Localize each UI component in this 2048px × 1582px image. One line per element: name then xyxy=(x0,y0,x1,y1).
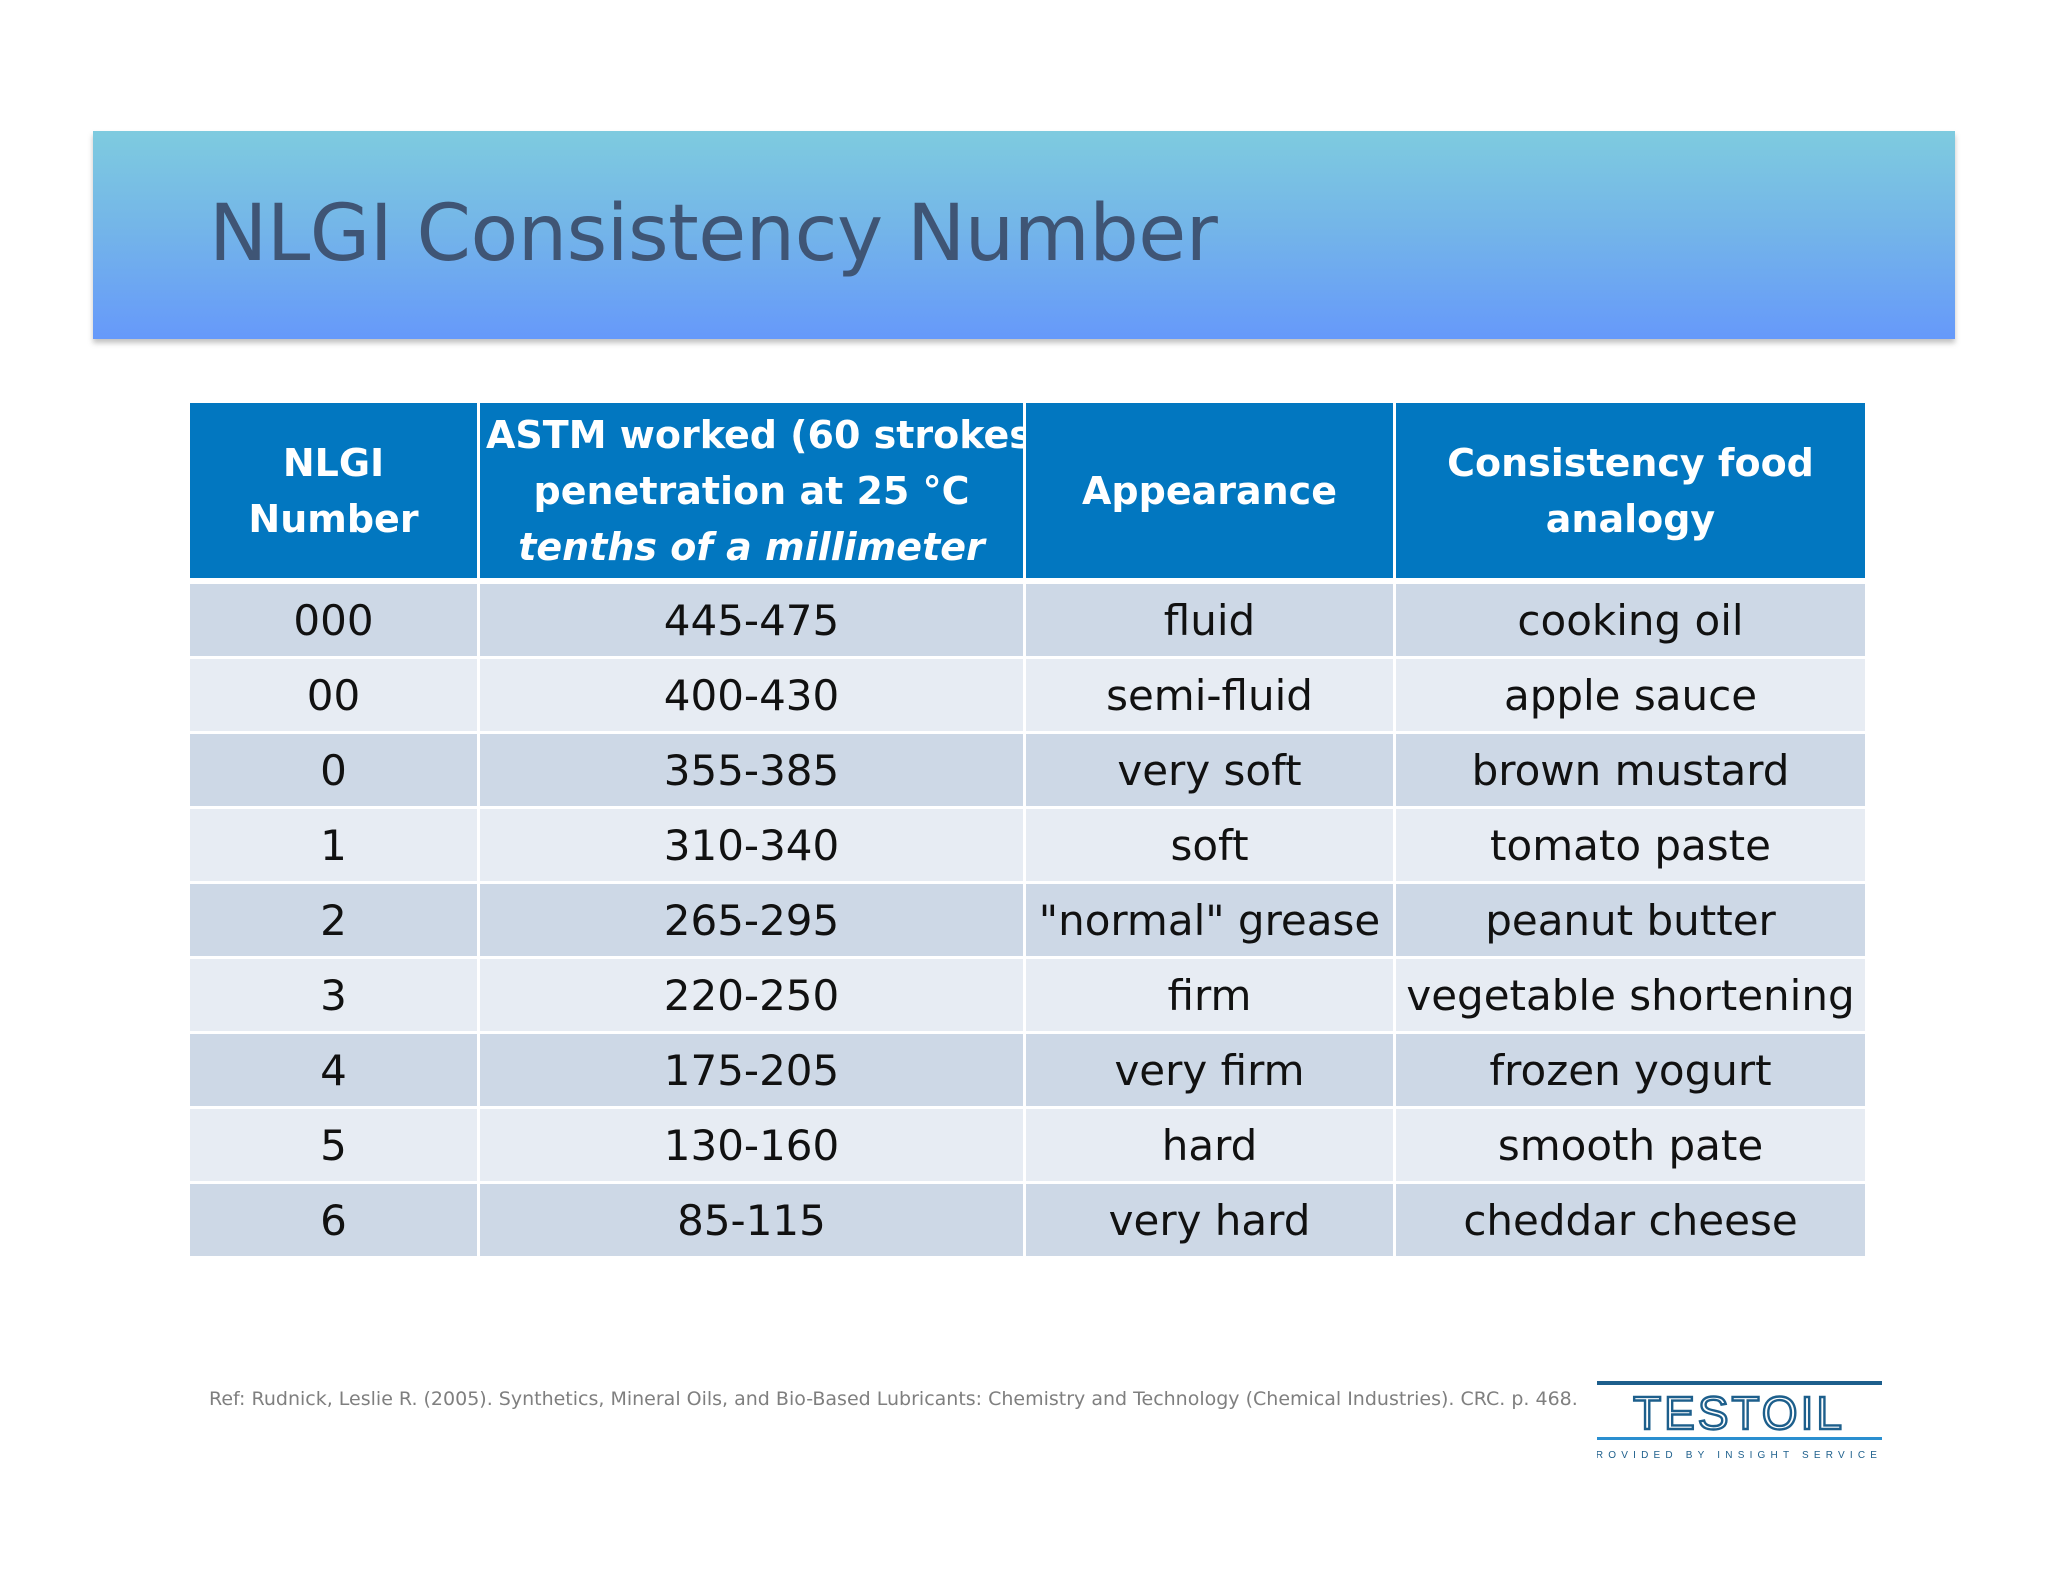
header-penetration-line-1: ASTM worked (60 strokes) xyxy=(486,412,1026,457)
logo-top-rule xyxy=(1597,1381,1882,1385)
cell-food: peanut butter xyxy=(1396,884,1865,959)
logo-tagline: PROVIDED BY INSIGHT SERVICES xyxy=(1597,1450,1882,1461)
cell-appearance: hard xyxy=(1026,1109,1396,1184)
cell-food: cooking oil xyxy=(1396,584,1865,659)
header-appearance: Appearance xyxy=(1026,403,1396,584)
header-food-analogy: Consistency food analogy xyxy=(1396,403,1865,584)
table-header-row: NLGI Number ASTM worked (60 strokes) pen… xyxy=(190,403,1865,584)
cell-penetration: 355-385 xyxy=(480,734,1026,809)
cell-penetration: 445-475 xyxy=(480,584,1026,659)
header-food-line-2: analogy xyxy=(1545,496,1716,541)
table-row: 3 220-250 firm vegetable shortening xyxy=(190,959,1865,1034)
header-food-line-1: Consistency food xyxy=(1447,440,1814,485)
cell-appearance: fluid xyxy=(1026,584,1396,659)
cell-appearance: very firm xyxy=(1026,1034,1396,1109)
table-row: 6 85-115 very hard cheddar cheese xyxy=(190,1184,1865,1256)
cell-appearance: soft xyxy=(1026,809,1396,884)
testoil-logo: TESTOIL PROVIDED BY INSIGHT SERVICES xyxy=(1597,1381,1882,1461)
cell-nlgi: 000 xyxy=(190,584,480,659)
cell-food: brown mustard xyxy=(1396,734,1865,809)
cell-food: tomato paste xyxy=(1396,809,1865,884)
logo-wordmark: TESTOIL xyxy=(1633,1387,1845,1439)
cell-appearance: "normal" grease xyxy=(1026,884,1396,959)
cell-penetration: 400-430 xyxy=(480,659,1026,734)
cell-appearance: very soft xyxy=(1026,734,1396,809)
slide-title: NLGI Consistency Number xyxy=(209,189,1218,279)
cell-nlgi: 1 xyxy=(190,809,480,884)
cell-penetration: 220-250 xyxy=(480,959,1026,1034)
cell-penetration: 265-295 xyxy=(480,884,1026,959)
cell-food: smooth pate xyxy=(1396,1109,1865,1184)
table-row: 5 130-160 hard smooth pate xyxy=(190,1109,1865,1184)
table-row: 000 445-475 fluid cooking oil xyxy=(190,584,1865,659)
logo-bottom-rule xyxy=(1597,1437,1882,1440)
table-row: 4 175-205 very firm frozen yogurt xyxy=(190,1034,1865,1109)
table-row: 2 265-295 "normal" grease peanut butter xyxy=(190,884,1865,959)
header-penetration-line-2: penetration at 25 °C xyxy=(533,468,970,513)
cell-appearance: semi-fluid xyxy=(1026,659,1396,734)
cell-nlgi: 00 xyxy=(190,659,480,734)
cell-food: cheddar cheese xyxy=(1396,1184,1865,1256)
header-nlgi-line-1: NLGI xyxy=(282,440,385,485)
cell-nlgi: 0 xyxy=(190,734,480,809)
title-band: NLGI Consistency Number xyxy=(93,131,1955,339)
cell-food: apple sauce xyxy=(1396,659,1865,734)
cell-nlgi: 5 xyxy=(190,1109,480,1184)
cell-nlgi: 4 xyxy=(190,1034,480,1109)
cell-nlgi: 6 xyxy=(190,1184,480,1256)
cell-food: vegetable shortening xyxy=(1396,959,1865,1034)
cell-penetration: 85-115 xyxy=(480,1184,1026,1256)
cell-penetration: 310-340 xyxy=(480,809,1026,884)
header-appearance-line-1: Appearance xyxy=(1082,468,1337,513)
cell-appearance: very hard xyxy=(1026,1184,1396,1256)
cell-nlgi: 2 xyxy=(190,884,480,959)
table-row: 1 310-340 soft tomato paste xyxy=(190,809,1865,884)
table-row: 0 355-385 very soft brown mustard xyxy=(190,734,1865,809)
cell-penetration: 175-205 xyxy=(480,1034,1026,1109)
reference-citation: Ref: Rudnick, Leslie R. (2005). Syntheti… xyxy=(209,1388,1578,1410)
cell-food: frozen yogurt xyxy=(1396,1034,1865,1109)
header-nlgi-number: NLGI Number xyxy=(190,403,480,584)
table-row: 00 400-430 semi-fluid apple sauce xyxy=(190,659,1865,734)
cell-nlgi: 3 xyxy=(190,959,480,1034)
header-penetration: ASTM worked (60 strokes) penetration at … xyxy=(480,403,1026,584)
cell-appearance: firm xyxy=(1026,959,1396,1034)
nlgi-table: NLGI Number ASTM worked (60 strokes) pen… xyxy=(190,403,1865,1256)
cell-penetration: 130-160 xyxy=(480,1109,1026,1184)
header-nlgi-line-2: Number xyxy=(248,496,419,541)
header-penetration-units: tenths of a millimeter xyxy=(518,524,985,569)
